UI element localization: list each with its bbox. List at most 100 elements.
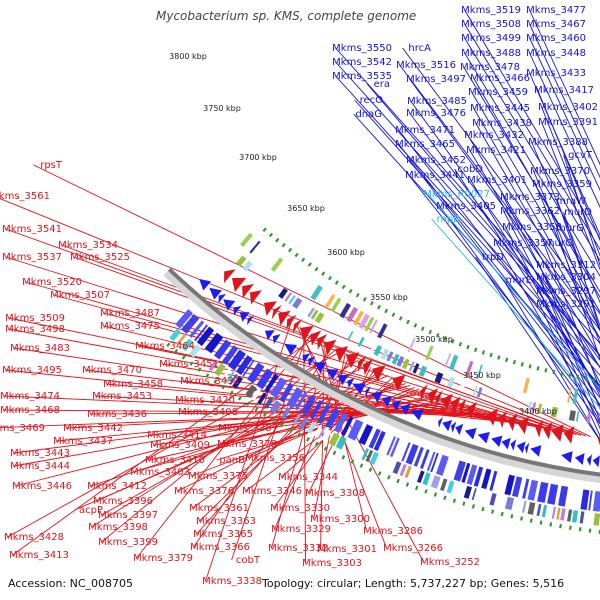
gc-dash: [246, 401, 251, 407]
feature-block: [353, 310, 364, 326]
gc-dash: [491, 509, 495, 514]
feature-block: [408, 361, 415, 372]
gene-label-forward-connector: [409, 112, 600, 368]
gene-arrow: [337, 374, 349, 386]
gene-label-forward: Mkms_3401: [467, 175, 527, 186]
feature-block: [279, 382, 294, 403]
gene-label-reverse: Mkms_3509: [5, 313, 65, 324]
gene-label-forward: gcvT: [568, 150, 593, 161]
gene-arrow: [324, 339, 337, 356]
gene-arrow: [242, 284, 254, 299]
gene-label-forward: Mkms_3357: [493, 238, 553, 249]
gene-arrow: [247, 315, 255, 326]
feature-block: [310, 285, 323, 301]
gene-label-forward-connector: [335, 47, 600, 344]
scale-tick-label: 3450 kbp: [463, 371, 501, 380]
feature-block: [380, 348, 390, 360]
gene-label-reverse: Mkms_3428: [4, 532, 64, 543]
gc-dash: [539, 520, 543, 525]
gene-label-forward: Mkms_3370: [530, 166, 590, 177]
gene-label-forward: Mkms_3359: [532, 179, 592, 190]
feature-block: [504, 496, 515, 511]
feature-block: [435, 454, 449, 476]
gene-label-reverse: Mkms_3413: [9, 550, 69, 561]
gc-dash: [328, 275, 333, 281]
gene-label-forward: Mkms_3516: [396, 60, 456, 71]
gene-label-reverse: Mkms_3458: [103, 379, 163, 390]
feature-block: [225, 371, 235, 383]
feature-block: [476, 364, 483, 380]
gc-dash: [189, 361, 194, 366]
gene-label-reverse: Mkms_3329: [271, 524, 331, 535]
feature-block: [325, 408, 341, 429]
feature-block: [413, 446, 424, 467]
feature-block: [286, 387, 304, 409]
feature-block: [471, 488, 477, 501]
gene-arrow: [335, 346, 349, 362]
gc-dash: [280, 422, 284, 428]
gene-label-forward: Mkms_3459: [468, 87, 528, 98]
gene-arrow: [455, 423, 464, 436]
gene-label-reverse: Mkms_3446: [12, 481, 72, 492]
gene-arrow: [292, 318, 303, 334]
gc-dash: [576, 374, 580, 380]
feature-block: [347, 419, 364, 441]
gene-label-forward: murC: [545, 238, 572, 249]
gene-label-forward-connector: [473, 77, 600, 299]
gene-label-reverse: Mkms_3561: [0, 191, 50, 202]
feature-block: [593, 513, 600, 526]
gene-arrow: [450, 421, 457, 433]
gc-dash: [398, 316, 403, 321]
gene-label-forward: Mkms_3499: [461, 33, 521, 44]
gene-label-forward-connector: [335, 61, 600, 356]
feature-block: [369, 319, 378, 334]
gene-label-reverse: Mkms_3541: [2, 224, 62, 235]
gc-dash: [452, 498, 457, 503]
gene-label-reverse: Mkms_3451: [159, 359, 219, 370]
gc-dash: [529, 518, 533, 523]
gene-label-forward: Mkms_3519: [461, 5, 521, 16]
feature-block: [270, 377, 288, 399]
gene-label-forward-connector: [475, 256, 600, 442]
feature-block: [550, 406, 559, 418]
gene-label-forward: murG: [556, 223, 584, 234]
feature-block: [481, 468, 492, 490]
gc-dash: [334, 280, 339, 285]
gene-label-reverse: Mkms_3444: [10, 461, 70, 472]
feature-block: [377, 323, 388, 339]
gene-arrow: [317, 334, 328, 350]
gc-dash: [473, 347, 478, 353]
gene-label-forward: Mkms_3445: [470, 103, 530, 114]
gene-label-reverse: Mkms_3301: [317, 544, 377, 555]
gene-label-forward: Mkms_3297: [536, 286, 596, 297]
feature-block: [551, 506, 556, 519]
feature-block: [213, 339, 232, 360]
gc-dash: [510, 514, 514, 519]
gc-dash: [568, 525, 572, 530]
gene-label-reverse: Mkms_3403: [130, 467, 190, 478]
gene-label-reverse: rpsT: [40, 160, 63, 171]
feature-block: [558, 408, 562, 419]
gene-label-forward-connector: [464, 37, 600, 262]
gc-dash: [578, 527, 582, 532]
feature-block: [307, 307, 315, 318]
gene-arrow: [574, 453, 585, 465]
gc-dash: [428, 329, 433, 335]
gc-dash: [262, 412, 267, 417]
scale-tick-label: 3550 kbp: [370, 293, 408, 302]
gene-label-forward: Mkms_3362: [500, 206, 560, 217]
accession-label: Accession: NC_008705: [8, 577, 134, 590]
gene-label-reverse-connector: [191, 388, 420, 477]
feature-block: [263, 396, 274, 409]
gene-arrow: [507, 413, 518, 432]
feature-block: [251, 388, 261, 401]
gene-label-forward: Mkms_3441: [405, 170, 465, 181]
gene-arrow: [199, 279, 212, 291]
gene-arrow: [218, 293, 227, 304]
feature-block: [446, 480, 455, 494]
topology-summary: Topology: circular; Length: 5,737,227 bp…: [262, 577, 565, 590]
gene-arrow: [362, 359, 373, 376]
gene-label-reverse: acpP: [79, 505, 103, 516]
gene-label-forward-connector: [354, 99, 600, 376]
